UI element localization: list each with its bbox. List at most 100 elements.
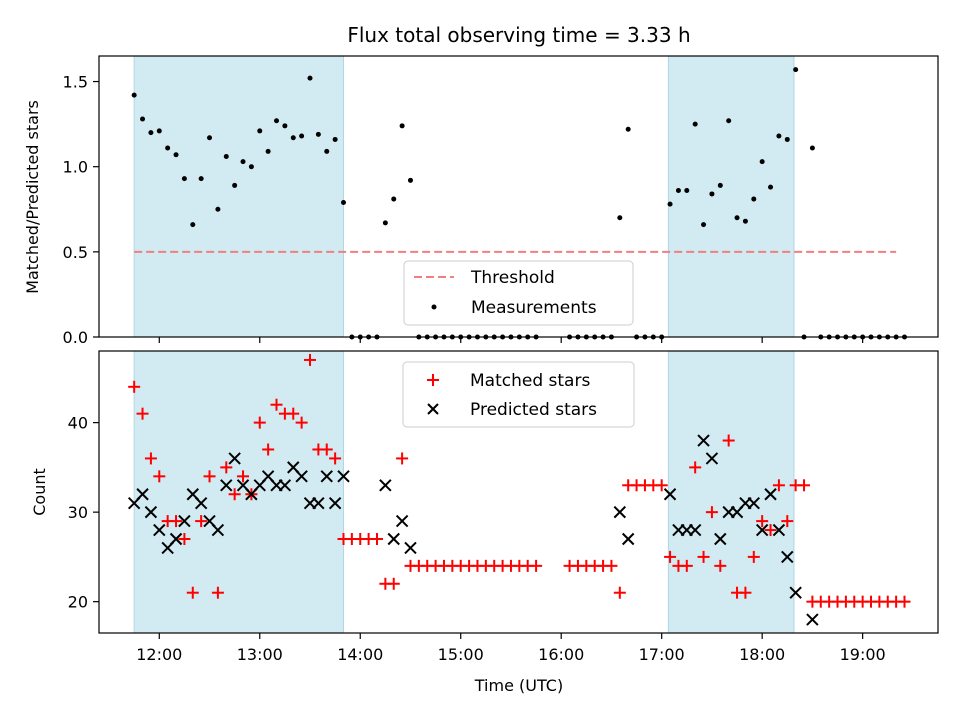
matched-star-point xyxy=(781,515,794,528)
bottom-y-ticks: 20 30 40 xyxy=(68,414,99,612)
matched-star-point xyxy=(320,443,333,456)
measurement-point xyxy=(709,191,715,197)
predicted-star-point xyxy=(328,496,342,510)
measurement-point xyxy=(625,126,631,132)
matched-star-point xyxy=(764,524,777,537)
legend-matched-label: Matched stars xyxy=(470,371,590,391)
measurement-point xyxy=(223,153,229,159)
chart-title: Flux total observing time = 3.33 h xyxy=(347,23,690,47)
matched-star-point xyxy=(186,586,199,599)
predicted-star-point xyxy=(613,505,627,519)
measurement-point xyxy=(399,123,405,129)
measurement-point xyxy=(701,222,707,228)
measurement-point xyxy=(148,130,154,136)
x-tick-label: 16:00 xyxy=(538,645,584,664)
predicted-star-point xyxy=(387,532,400,546)
shaded-interval xyxy=(668,351,794,633)
measurement-point xyxy=(173,152,179,158)
predicted-star-point xyxy=(714,532,727,546)
predicted-star-point xyxy=(337,470,350,483)
predicted-star-point xyxy=(705,452,719,465)
matched-star-point xyxy=(655,479,668,492)
bottom-shaded-intervals xyxy=(133,351,795,633)
measurement-point xyxy=(165,145,171,151)
matched-star-point xyxy=(370,533,383,545)
predicted-star-point xyxy=(136,488,149,501)
top-y-tick-label: 0.0 xyxy=(63,328,88,347)
measurement-point xyxy=(382,220,388,226)
predicted-star-point xyxy=(178,514,191,528)
measurement-point xyxy=(784,136,790,142)
matched-star-point xyxy=(605,559,618,572)
predicted-star-point xyxy=(278,479,292,492)
measurement-point xyxy=(768,184,774,190)
x-tick-label: 15:00 xyxy=(438,645,484,664)
predicted-star-point xyxy=(806,613,819,626)
top-panel: 0.0 0.5 1.0 1.5 Matched/Predicted stars Thr… xyxy=(23,55,939,347)
measurement-point xyxy=(692,121,698,127)
predicted-star-point xyxy=(789,586,802,599)
measurement-point xyxy=(324,148,330,154)
measurement-point xyxy=(198,176,204,182)
measurement-point xyxy=(675,188,681,194)
top-y-axis-label: Matched/Predicted stars xyxy=(23,100,42,294)
matched-star-point xyxy=(705,506,718,519)
matched-star-point xyxy=(530,559,543,572)
top-shaded-intervals xyxy=(133,56,795,337)
matched-star-point xyxy=(170,515,183,528)
matched-star-point xyxy=(329,452,342,465)
predicted-star-point xyxy=(688,523,702,537)
bottom-y-axis-label: Count xyxy=(30,468,49,516)
measurement-point xyxy=(190,222,196,228)
bottom-x-ticks: 12:00 13:00 14:00 15:00 16:00 17:00 18:00 19:00 xyxy=(136,633,886,664)
matched-star-point xyxy=(396,452,409,465)
predicted-star-point xyxy=(379,479,392,492)
x-tick-label: 13:00 xyxy=(237,645,283,664)
top-y-ticks: 0.0 0.5 1.0 1.5 xyxy=(63,73,99,347)
predicted-star-points xyxy=(127,434,819,626)
matched-star-point xyxy=(722,434,735,447)
matched-star-point xyxy=(798,479,811,492)
predicted-star-point xyxy=(228,452,241,465)
predicted-star-point xyxy=(747,496,760,510)
top-y-tick-label: 0.5 xyxy=(63,243,88,262)
matched-star-point xyxy=(689,461,702,474)
measurement-point xyxy=(207,135,213,141)
matched-star-point xyxy=(211,586,224,599)
measurement-point xyxy=(140,116,146,122)
matched-star-point xyxy=(287,407,300,420)
predicted-star-point xyxy=(395,514,409,528)
x-tick-label: 19:00 xyxy=(840,645,886,664)
measurement-point xyxy=(809,145,815,151)
predicted-star-point xyxy=(755,523,769,537)
matched-star-point xyxy=(220,461,233,474)
top-y-tick-label: 1.5 xyxy=(63,73,88,92)
top-x-ticks xyxy=(158,337,864,343)
measurement-point xyxy=(793,67,799,73)
measurement-point xyxy=(265,148,271,154)
x-tick-label: 18:00 xyxy=(739,645,785,664)
bottom-y-tick-label: 30 xyxy=(68,503,88,522)
shaded-interval xyxy=(134,351,344,633)
matched-star-point xyxy=(128,380,141,393)
measurement-point xyxy=(248,164,254,170)
bottom-legend-frame xyxy=(402,361,635,428)
legend-matched-swatch xyxy=(427,374,439,386)
measurement-point xyxy=(332,136,338,142)
measurement-point xyxy=(717,182,723,188)
measurement-point xyxy=(391,196,397,202)
matched-star-point xyxy=(153,470,166,483)
measurement-point xyxy=(274,118,280,124)
matched-star-points xyxy=(128,353,911,608)
legend-predicted-label: Predicted stars xyxy=(470,400,597,420)
predicted-star-point xyxy=(295,470,308,483)
bottom-axes-frame xyxy=(98,350,939,634)
matched-star-point xyxy=(136,407,149,420)
matched-star-point xyxy=(756,515,769,528)
predicted-star-point xyxy=(211,523,225,537)
x-tick-label: 14:00 xyxy=(337,645,383,664)
x-tick-label: 17:00 xyxy=(639,645,685,664)
measurement-point xyxy=(684,188,690,194)
matched-star-point xyxy=(697,550,710,563)
matched-star-point xyxy=(664,550,677,563)
